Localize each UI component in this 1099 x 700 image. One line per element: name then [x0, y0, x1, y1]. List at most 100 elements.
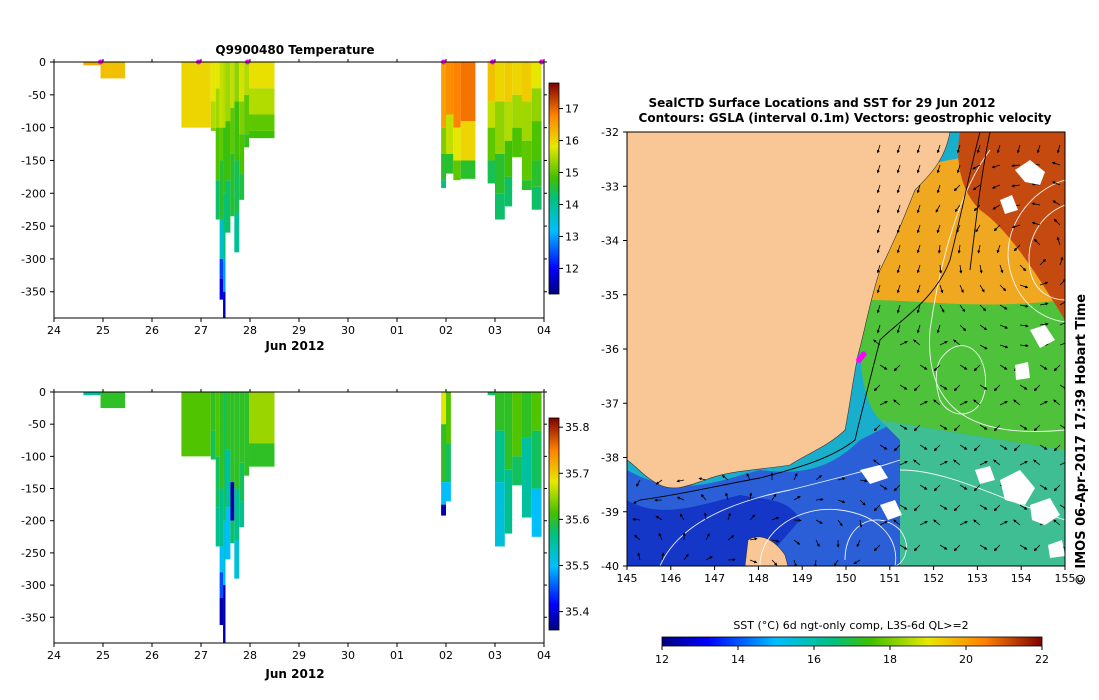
- velocity-vector: [1039, 322, 1049, 326]
- data-cell: [239, 462, 245, 502]
- contour: [1007, 179, 1065, 323]
- velocity-vector: [993, 459, 1001, 466]
- velocity-vector: [916, 224, 921, 234]
- map-axes: 145 146 147 148 149 150 151 152 153 154 155 -32 -33 -…: [601, 126, 1075, 585]
- data-cell: [521, 101, 532, 141]
- temperature-colorbar-ticks: 12 13 14 15 16 17: [559, 103, 579, 275]
- y-tick-label: -250: [21, 220, 46, 233]
- map-y-tick-label: -36: [601, 343, 619, 356]
- velocity-vector: [957, 244, 961, 254]
- velocity-vector: [683, 553, 689, 561]
- velocity-vector: [1059, 424, 1065, 430]
- velocity-vector: [916, 244, 921, 254]
- velocity-vector: [919, 364, 928, 370]
- velocity-vector: [936, 164, 941, 174]
- velocity-vector: [749, 514, 756, 521]
- velocity-vector: [727, 512, 731, 521]
- velocity-vector: [1053, 444, 1061, 452]
- y-tick-label: -150: [21, 483, 46, 496]
- map-y-tick-label: -38: [601, 452, 619, 465]
- data-cell: [531, 488, 542, 537]
- velocity-vector: [879, 364, 888, 370]
- surface-location-marker: [860, 351, 867, 358]
- velocity-vector: [676, 496, 685, 501]
- velocity-vector: [979, 284, 985, 293]
- map-x-tick-label: 155: [1055, 572, 1076, 585]
- velocity-vector: [999, 401, 1008, 406]
- velocity-vector: [1013, 444, 1021, 452]
- data-cell: [181, 62, 211, 128]
- data-cell: [210, 430, 216, 460]
- x-tick-label: 27: [194, 649, 208, 662]
- data-cell: [83, 62, 101, 66]
- velocity-vector: [959, 484, 968, 490]
- data-cell: [460, 121, 476, 161]
- velocity-vector: [636, 479, 641, 487]
- velocity-vector: [1039, 281, 1049, 286]
- data-cell: [219, 597, 224, 625]
- velocity-vector: [999, 444, 1008, 450]
- velocity-vector: [793, 472, 798, 481]
- colorbar-tick-label: 13: [565, 230, 579, 243]
- velocity-vector: [913, 459, 921, 466]
- data-cell: [487, 62, 495, 102]
- velocity-vector: [896, 244, 901, 254]
- data-cell: [215, 392, 220, 457]
- velocity-vector: [746, 472, 751, 481]
- data-cell: [531, 430, 542, 489]
- y-tick-label: 0: [39, 56, 46, 69]
- velocity-vector: [913, 339, 921, 346]
- velocity-vector: [1011, 224, 1021, 229]
- data-cell: [453, 127, 461, 161]
- y-tick-label: -50: [28, 418, 46, 431]
- velocity-vector: [919, 521, 928, 526]
- y-tick-label: -300: [21, 579, 46, 592]
- data-cell: [234, 62, 240, 102]
- velocity-vector: [771, 539, 780, 543]
- colorbar-tick-label: 35.7: [565, 467, 590, 480]
- velocity-vector: [1051, 181, 1061, 186]
- velocity-vector: [1039, 401, 1048, 406]
- data-cell: [210, 62, 216, 102]
- colorbar-tick-label: 14: [565, 198, 579, 211]
- velocity-vector: [1053, 364, 1061, 372]
- data-cell: [215, 456, 220, 508]
- data-cell: [244, 62, 250, 95]
- data-cell: [453, 160, 461, 181]
- velocity-vector: [939, 504, 948, 510]
- velocity-vector: [749, 492, 753, 501]
- velocity-vector: [993, 544, 1001, 552]
- velocity-vector: [1013, 399, 1021, 406]
- velocity-vector: [896, 204, 901, 214]
- isobath: [639, 132, 981, 501]
- data-cell: [512, 127, 522, 158]
- velocity-vector: [973, 484, 981, 492]
- velocity-vector: [933, 399, 941, 406]
- velocity-vector: [899, 544, 908, 550]
- data-cell: [239, 134, 245, 174]
- velocity-vector: [876, 284, 881, 294]
- velocity-vector: [1053, 218, 1061, 226]
- velocity-vector: [919, 484, 928, 490]
- velocity-vector: [793, 496, 801, 501]
- velocity-vector: [996, 244, 1001, 254]
- data-cell: [441, 180, 446, 189]
- velocity-vector: [815, 497, 824, 502]
- velocity-vector: [939, 461, 948, 466]
- data-cell: [446, 392, 451, 444]
- contour: [929, 149, 1065, 432]
- y-tick-label: -150: [21, 154, 46, 167]
- velocity-vector: [1039, 364, 1048, 370]
- data-cell: [504, 62, 513, 102]
- data-cell: [215, 507, 220, 547]
- velocity-vector: [1051, 161, 1061, 166]
- velocity-vector: [913, 384, 921, 392]
- data-cell: [219, 62, 224, 128]
- data-cell: [446, 62, 454, 115]
- velocity-vector: [893, 444, 901, 452]
- velocity-vector: [991, 164, 1001, 169]
- data-cell: [495, 101, 505, 154]
- velocity-vector: [725, 492, 729, 501]
- velocity-vector: [1033, 459, 1041, 466]
